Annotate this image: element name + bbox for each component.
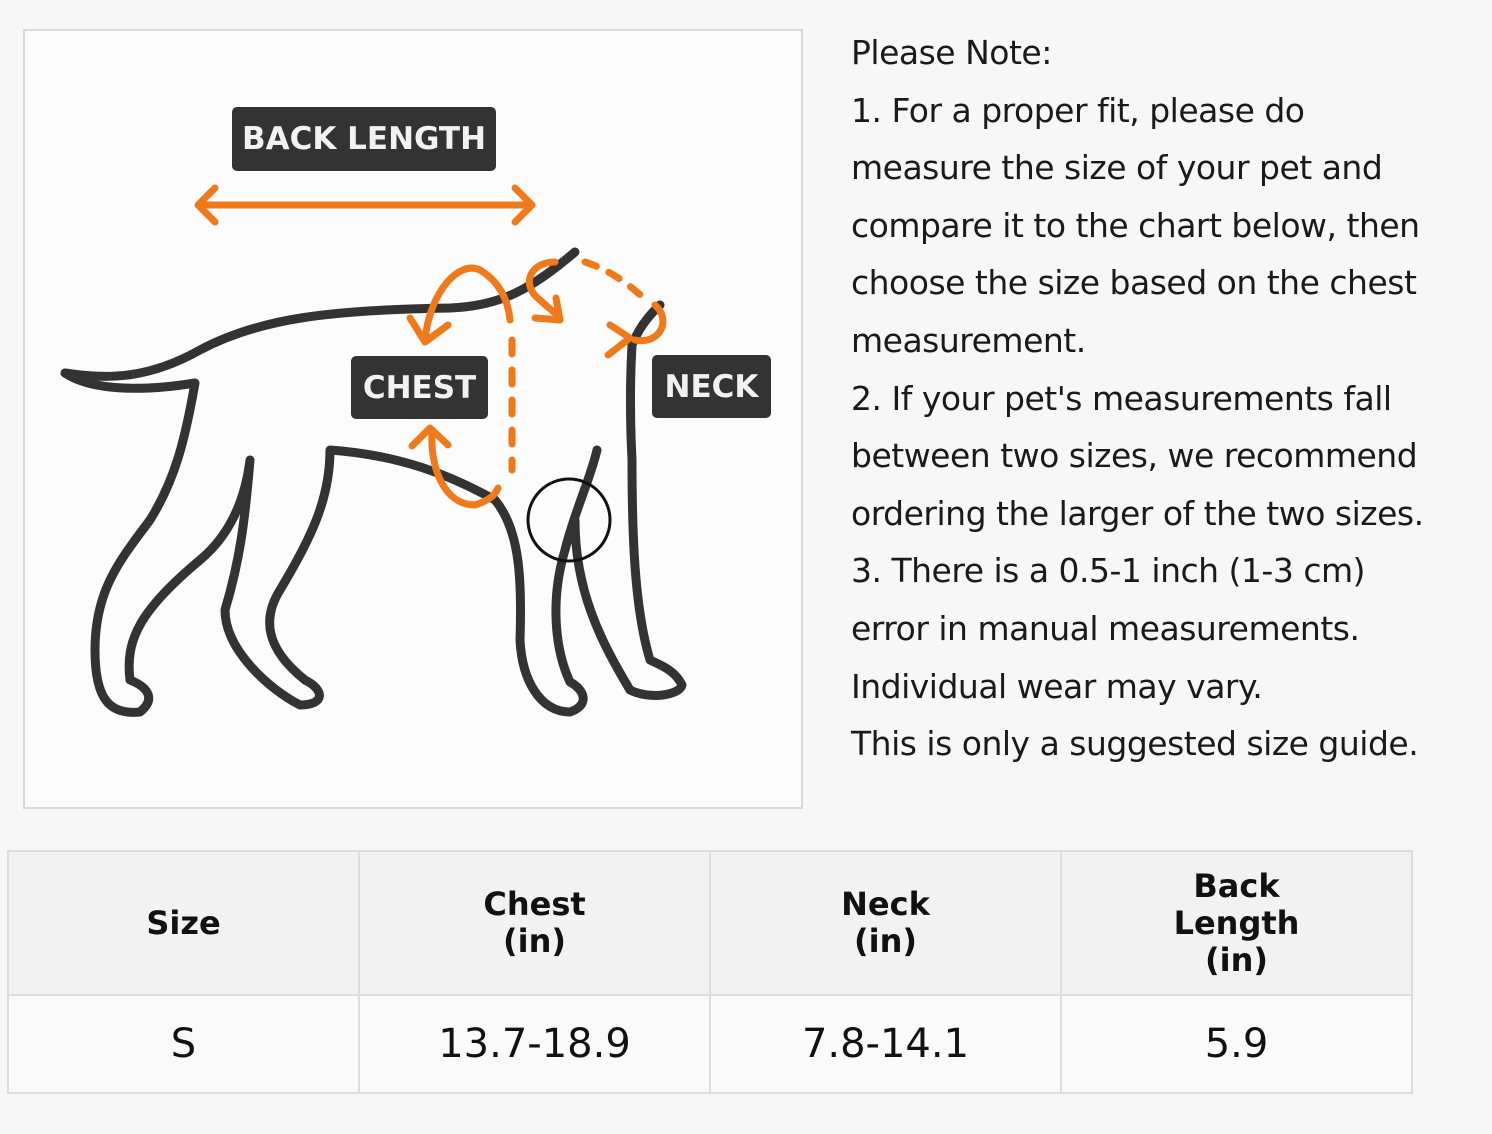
detail-circle [526,477,612,563]
header-text: Neck [841,885,930,923]
header-text: Length [1173,903,1300,942]
header-size: Size [7,850,360,996]
neck-label: NECK [652,355,771,418]
header-text: Back [1193,866,1280,905]
cell-chest: 13.7-18.9 [358,994,711,1094]
note-line: Individual wear may vary. [851,666,1263,706]
note-line: choose the size based on the chest [851,263,1417,303]
header-text: Chest [483,885,586,923]
notes-title: Please Note: [851,33,1052,72]
header-unit: (in) [1205,940,1268,979]
note-line: between two sizes, we recommend [851,436,1418,476]
cell-size: S [7,994,360,1094]
header-back-length: Back Length (in) [1060,850,1413,996]
header-neck: Neck (in) [709,850,1062,996]
back-length-arrow [194,184,536,226]
size-guide-notes: Please Note: 1. For a proper fit, please… [851,24,1424,773]
cell-neck: 7.8-14.1 [709,994,1062,1094]
cell-back-length: 5.9 [1060,994,1413,1094]
note-line: 2. If your pet's measurements fall [851,378,1392,418]
size-table: Size Chest (in) Neck (in) Back Length (in) S… [7,850,1413,1094]
chest-arrow-bottom [428,426,502,509]
note-line: measure the size of your pet and [851,148,1383,188]
neck-arrow-top [525,258,564,324]
back-length-label: BACK LENGTH [232,107,496,171]
header-unit: (in) [503,922,566,960]
dog-outline [60,247,687,717]
chest-arrow-top [421,264,514,344]
table-row: S 13.7-18.9 7.8-14.1 5.9 [7,994,1413,1094]
note-line: measurement. [851,320,1086,360]
header-text: Size [146,903,221,942]
note-line: ordering the larger of the two sizes. [851,493,1424,533]
header-unit: (in) [854,922,917,960]
note-line: compare it to the chart below, then [851,205,1420,245]
note-line: 3. There is a 0.5-1 inch (1-3 cm) [851,551,1365,591]
table-header-row: Size Chest (in) Neck (in) Back Length (in) [7,850,1413,996]
note-line: This is only a suggested size guide. [851,724,1419,764]
neck-arrow-bottom [604,301,667,359]
measurement-arrows [194,184,667,509]
header-chest: Chest (in) [358,850,711,996]
note-line: error in manual measurements. [851,608,1360,648]
chest-label: CHEST [351,356,488,419]
note-line: 1. For a proper fit, please do [851,90,1305,130]
